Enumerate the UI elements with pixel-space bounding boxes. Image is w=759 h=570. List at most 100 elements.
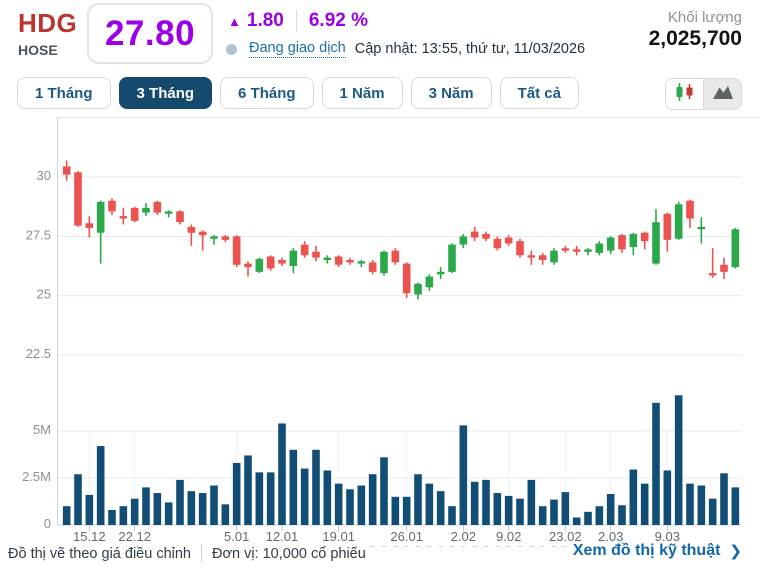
candle-body[interactable] (346, 260, 354, 263)
candle-body[interactable] (584, 249, 592, 252)
candle-body[interactable] (470, 231, 479, 238)
volume-bar[interactable] (74, 474, 82, 525)
tab-3-nam[interactable]: 3 Năm (410, 77, 492, 109)
candle-body[interactable] (153, 201, 162, 213)
volume-bar[interactable] (538, 506, 547, 525)
volume-bar[interactable] (504, 495, 513, 525)
volume-bar[interactable] (561, 492, 570, 525)
candle-body[interactable] (266, 256, 275, 269)
candle-body[interactable] (85, 223, 94, 229)
volume-bar[interactable] (266, 472, 275, 525)
volume-bar[interactable] (584, 511, 592, 525)
volume-bar[interactable] (652, 402, 660, 525)
volume-bar[interactable] (108, 509, 116, 525)
volume-bar[interactable] (640, 483, 649, 525)
candle-body[interactable] (538, 255, 547, 261)
candle-body[interactable] (493, 238, 502, 249)
candle-body[interactable] (210, 236, 218, 239)
volume-bar[interactable] (244, 455, 252, 525)
volume-bar[interactable] (334, 483, 343, 525)
candle-body[interactable] (425, 276, 434, 288)
tab-1-thang[interactable]: 1 Tháng (17, 77, 111, 109)
technical-chart-link[interactable]: Xem đồ thị kỹ thuật ❯ (566, 542, 742, 560)
volume-bar[interactable] (346, 489, 354, 525)
candle-body[interactable] (368, 262, 377, 272)
candle-body[interactable] (572, 249, 581, 252)
volume-bar[interactable] (595, 506, 604, 525)
volume-bar[interactable] (380, 457, 388, 525)
volume-bar[interactable] (130, 498, 139, 525)
tab-3-thang[interactable]: 3 Tháng (118, 77, 213, 109)
candle-body[interactable] (697, 226, 706, 230)
volume-bar[interactable] (142, 487, 150, 525)
volume-bar[interactable] (708, 498, 717, 525)
volume-bar[interactable] (606, 493, 615, 525)
price-volume-chart[interactable]: 30 27.5 25 22.5 5M 2.5M 0 15.12 22.12 5.01 12.01 19… (0, 117, 759, 548)
candle-body[interactable] (142, 207, 150, 213)
candle-body[interactable] (334, 256, 343, 265)
volume-bar[interactable] (289, 449, 298, 525)
tab-tat-ca[interactable]: Tất cả (499, 77, 579, 109)
candle-body[interactable] (436, 271, 445, 275)
candle-body[interactable] (198, 231, 207, 236)
candlestick-chart-button[interactable] (666, 79, 704, 109)
candle-body[interactable] (232, 236, 241, 265)
candle-body[interactable] (164, 211, 173, 214)
volume-bar[interactable] (62, 506, 71, 525)
candle-body[interactable] (289, 250, 298, 266)
volume-bar[interactable] (85, 494, 94, 525)
volume-bar[interactable] (323, 470, 332, 525)
volume-bar[interactable] (232, 462, 241, 525)
volume-bar[interactable] (391, 496, 400, 525)
candle-body[interactable] (618, 235, 626, 250)
volume-bar[interactable] (198, 493, 207, 525)
candle-body[interactable] (108, 200, 116, 212)
candle-body[interactable] (674, 204, 683, 239)
candle-body[interactable] (244, 263, 252, 268)
volume-bar[interactable] (436, 491, 445, 525)
volume-bar[interactable] (278, 423, 286, 525)
candle-body[interactable] (731, 229, 740, 268)
volume-bar[interactable] (674, 395, 683, 525)
candle-body[interactable] (187, 226, 196, 233)
candle-body[interactable] (629, 233, 638, 248)
candle-body[interactable] (414, 283, 422, 295)
volume-bar[interactable] (550, 499, 558, 525)
volume-bar[interactable] (187, 491, 196, 525)
candle-body[interactable] (300, 244, 309, 256)
candle-body[interactable] (221, 236, 230, 240)
volume-bar[interactable] (516, 498, 524, 525)
volume-bar[interactable] (448, 506, 456, 525)
volume-bar[interactable] (731, 487, 740, 525)
volume-bar[interactable] (629, 469, 638, 525)
candle-body[interactable] (119, 216, 128, 219)
volume-bar[interactable] (96, 446, 105, 525)
candle-body[interactable] (448, 244, 456, 272)
volume-bar[interactable] (402, 496, 411, 525)
volume-bar[interactable] (425, 483, 434, 525)
volume-bar[interactable] (493, 493, 502, 525)
candle-body[interactable] (74, 172, 82, 226)
candle-body[interactable] (62, 166, 71, 175)
candle-body[interactable] (640, 232, 649, 242)
candle-body[interactable] (130, 207, 139, 221)
candle-body[interactable] (652, 222, 660, 264)
volume-bar[interactable] (572, 517, 581, 525)
volume-bar[interactable] (153, 493, 162, 525)
volume-bar[interactable] (176, 479, 184, 525)
volume-bar[interactable] (618, 505, 626, 525)
volume-bar[interactable] (368, 474, 377, 525)
volume-bar[interactable] (697, 485, 706, 525)
candle-body[interactable] (176, 211, 184, 223)
volume-bar[interactable] (686, 483, 694, 525)
candle-body[interactable] (550, 250, 558, 263)
candle-body[interactable] (606, 237, 615, 251)
candle-body[interactable] (663, 213, 672, 240)
volume-bar[interactable] (720, 473, 728, 525)
volume-bar[interactable] (357, 485, 366, 525)
volume-bar[interactable] (255, 472, 264, 525)
mountain-chart-button[interactable] (704, 79, 741, 109)
candle-body[interactable] (459, 236, 468, 245)
volume-bar[interactable] (414, 474, 422, 525)
volume-bar[interactable] (312, 449, 320, 525)
